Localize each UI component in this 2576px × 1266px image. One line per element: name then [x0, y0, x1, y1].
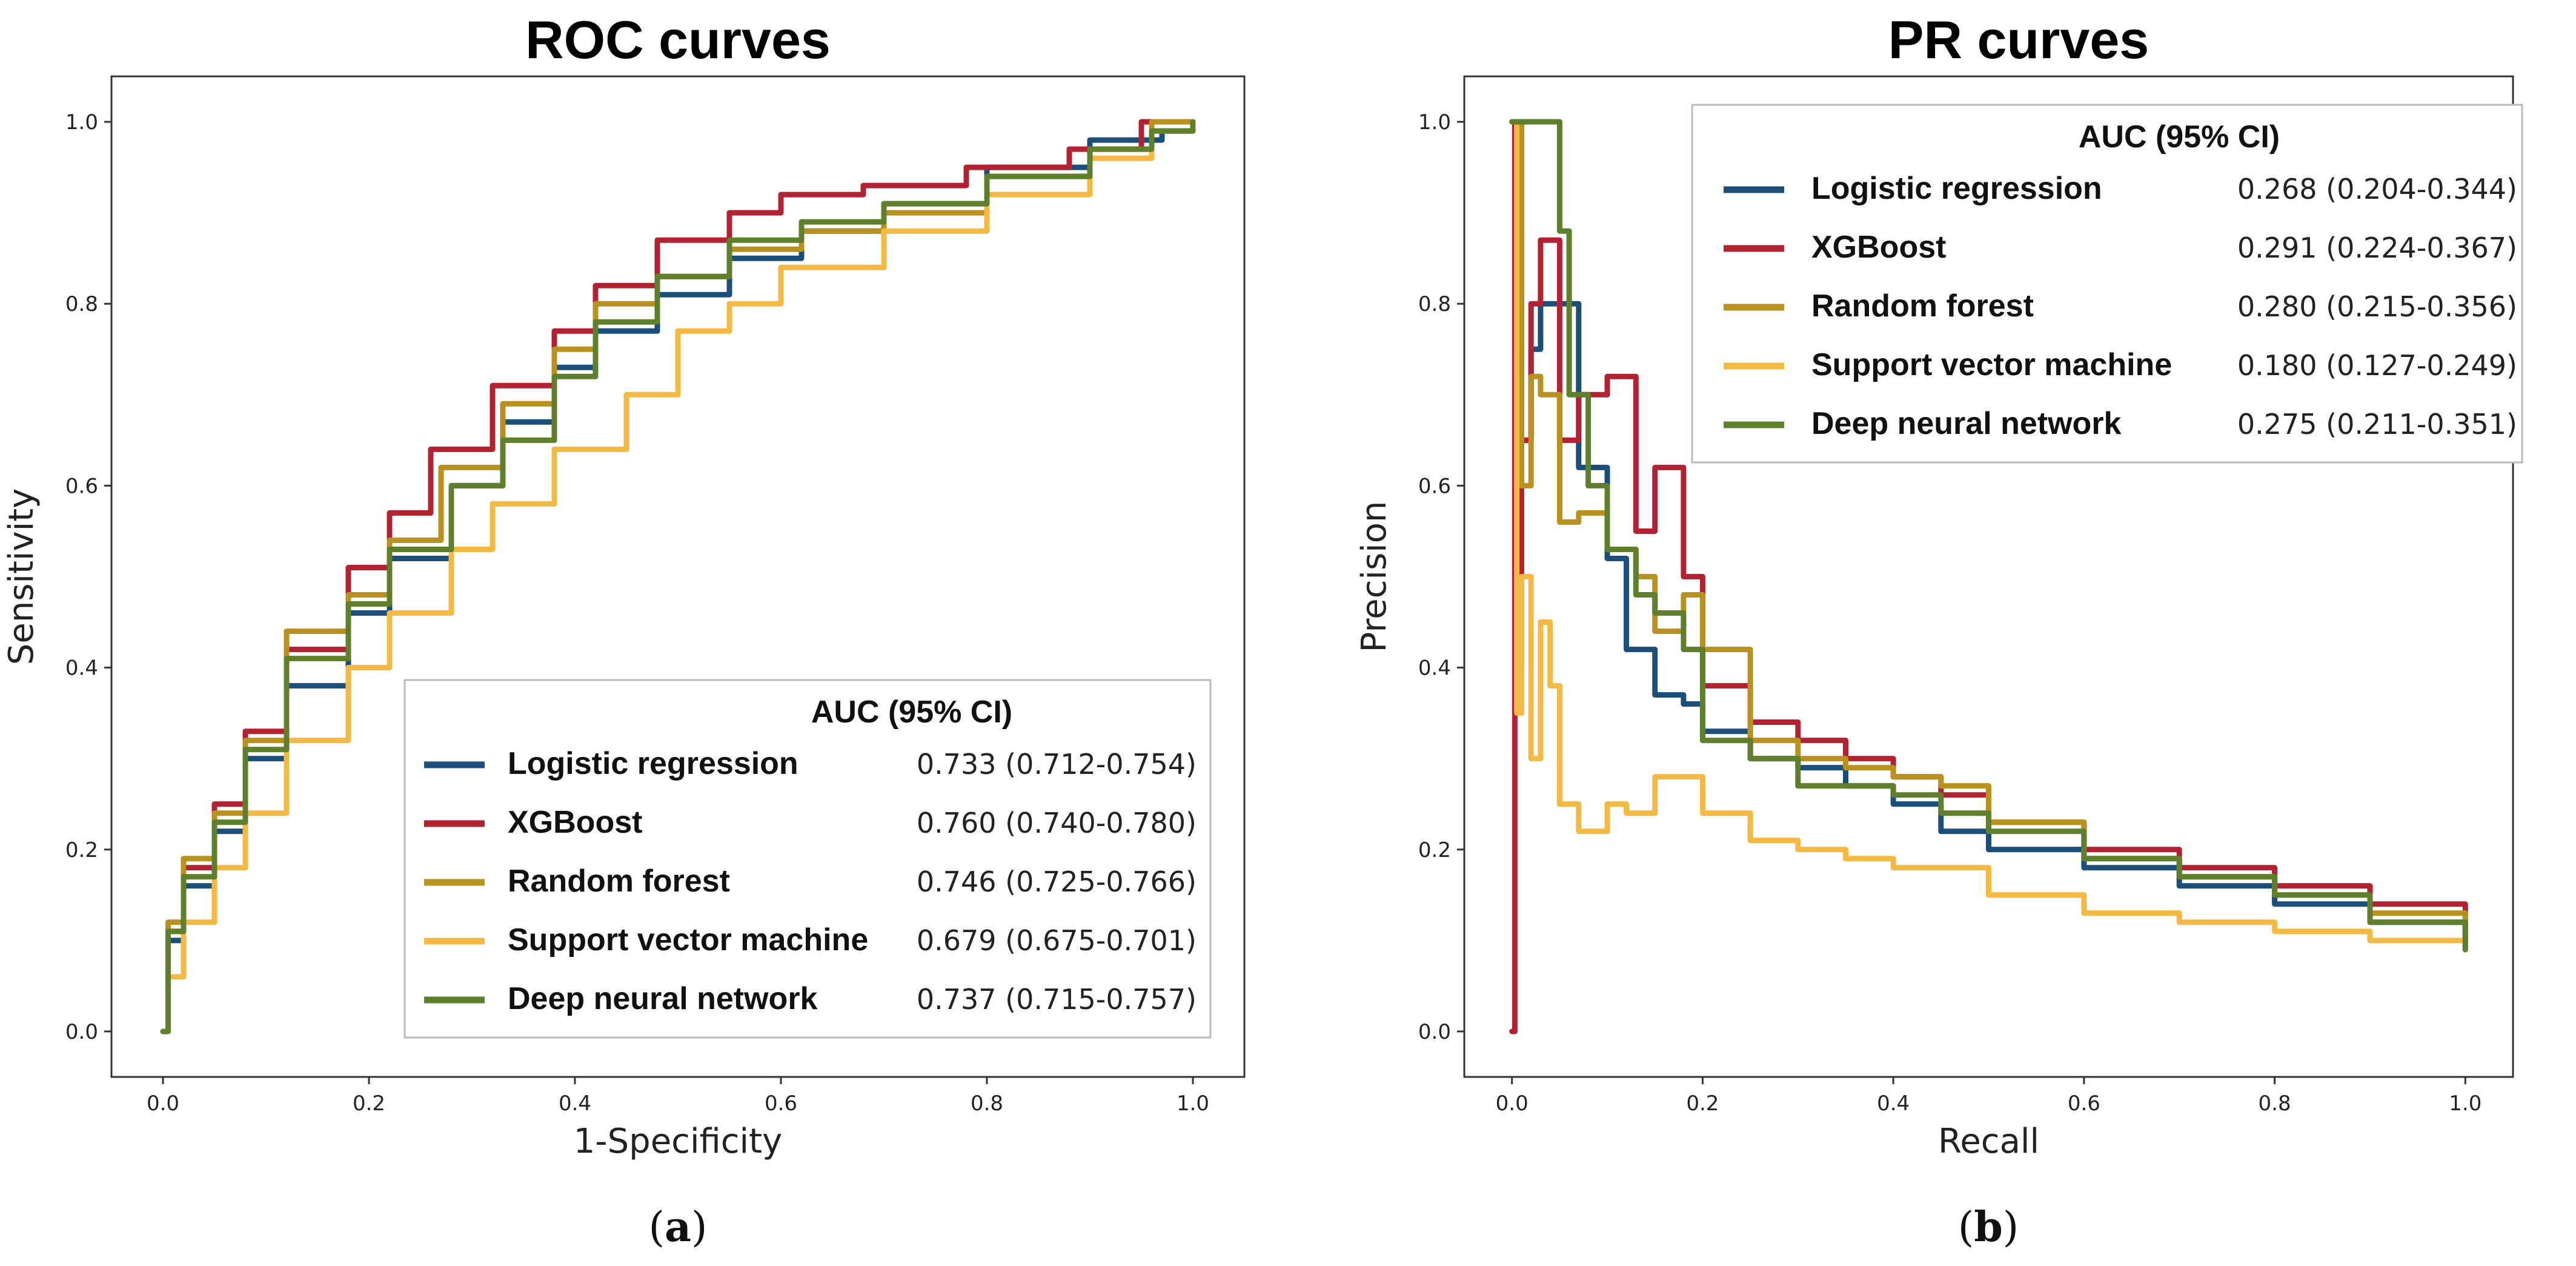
pr-ytick-label: 0.8	[1418, 292, 1451, 316]
roc-legend-auc-logistic-regression: 0.733 (0.712-0.754)	[917, 748, 1197, 781]
pr-xtick-label: 0.8	[2259, 1091, 2291, 1116]
pr-legend-auc-xgboost: 0.291 (0.224-0.367)	[2237, 232, 2517, 264]
roc-xtick-label: 1.0	[1177, 1091, 1209, 1116]
roc-ytick-label: 0.4	[65, 656, 98, 681]
pr-ytick-label: 1.0	[1418, 110, 1451, 135]
pr-legend-header: AUC (95% CI)	[2079, 119, 2280, 155]
pr-legend-name-deep-neural-network: Deep neural network	[1811, 406, 2122, 441]
roc-ylabel: Sensitivity	[2, 488, 41, 665]
roc-ytick-label: 1.0	[65, 110, 98, 135]
roc-legend-auc-random-forest: 0.746 (0.725-0.766)	[917, 865, 1197, 898]
roc-plot-frame	[110, 75, 1246, 1078]
pr-legend-auc-random-forest: 0.280 (0.215-0.356)	[2237, 290, 2517, 323]
roc-legend-auc-xgboost: 0.760 (0.740-0.780)	[917, 807, 1197, 839]
pr-legend-name-xgboost: XGBoost	[1811, 230, 1946, 265]
roc-ytick-label: 0.2	[65, 838, 98, 862]
roc-xtick-label: 0.4	[559, 1091, 591, 1116]
roc-legend-name-random-forest: Random forest	[508, 864, 730, 899]
roc-curve-xgboost	[160, 119, 1196, 1034]
pr-legend-name-support-vector-machine: Support vector machine	[1811, 347, 2172, 382]
pr-curve-deep-neural-network	[1509, 119, 2468, 953]
roc-legend-name-deep-neural-network: Deep neural network	[508, 981, 818, 1016]
pr-xtick-label: 0.4	[1877, 1091, 1910, 1116]
roc-ytick-label: 0.6	[65, 474, 98, 498]
pr-legend-box	[1691, 104, 2523, 464]
pr-ytick-label: 0.6	[1418, 474, 1451, 498]
pr-legend-auc-deep-neural-network: 0.275 (0.211-0.351)	[2237, 408, 2517, 441]
pr-ytick-label: 0.0	[1418, 1020, 1451, 1044]
pr-plot-frame	[1463, 75, 2514, 1078]
pr-xlabel: Recall	[1938, 1122, 2039, 1161]
roc-legend-name-logistic-regression: Logistic regression	[508, 746, 798, 781]
pr-title: PR curves	[1888, 10, 2149, 70]
roc-chart: ROC curves 0.0 0.2 0.4 0.6 0.8 1.0 0.0 0.2 0.4 0.6…	[2, 10, 1246, 1251]
roc-xlabel: 1-Specificity	[574, 1122, 782, 1161]
roc-legend-auc-support-vector-machine: 0.679 (0.675-0.701)	[917, 924, 1197, 957]
roc-legend-name-support-vector-machine: Support vector machine	[508, 922, 868, 958]
pr-legend: AUC (95% CI) Logistic regression 0.268 (0.…	[1691, 104, 2523, 464]
roc-xtick-label: 0.2	[353, 1091, 385, 1116]
roc-curve-deep-neural-network	[160, 119, 1196, 1034]
roc-ytick-label: 0.0	[65, 1020, 98, 1044]
roc-legend-box	[403, 679, 1212, 1039]
pr-legend-name-random-forest: Random forest	[1811, 288, 2034, 324]
pr-legend-auc-support-vector-machine: 0.180 (0.127-0.249)	[2237, 349, 2517, 382]
pr-ytick-label: 0.4	[1418, 656, 1451, 681]
pr-xtick-label: 0.2	[1686, 1091, 1719, 1116]
pr-xtick-label: 0.0	[1496, 1091, 1529, 1116]
pr-legend-auc-logistic-regression: 0.268 (0.204-0.344)	[2237, 173, 2517, 205]
roc-curve-random-forest	[160, 119, 1196, 1034]
pr-xtick-label: 0.6	[2068, 1091, 2100, 1116]
pr-legend-name-logistic-regression: Logistic regression	[1811, 171, 2102, 206]
roc-legend-header: AUC (95% CI)	[811, 695, 1012, 730]
roc-panel-label: (a)	[648, 1203, 707, 1251]
roc-xtick-label: 0.6	[765, 1091, 797, 1116]
pr-panel-label: (b)	[1958, 1203, 2019, 1251]
roc-ytick-label: 0.8	[65, 292, 98, 316]
pr-xtick-label: 1.0	[2449, 1091, 2481, 1116]
pr-curve-xgboost	[1509, 119, 2468, 1034]
pr-curve-support-vector-machine	[1509, 119, 2468, 953]
roc-curve-support-vector-machine	[160, 119, 1196, 1034]
pr-ytick-label: 0.2	[1418, 838, 1451, 862]
roc-xtick-label: 0.8	[971, 1091, 1003, 1116]
roc-xtick-label: 0.0	[147, 1091, 179, 1116]
pr-chart: PR curves 0.0 0.2 0.4 0.6 0.8 1.0 0.0 0.2 0.4 0.6 0…	[1355, 10, 2523, 1251]
pr-ylabel: Precision	[1355, 501, 1394, 653]
roc-legend: AUC (95% CI) Logistic regression 0.733 (0.…	[403, 679, 1212, 1039]
roc-legend-auc-deep-neural-network: 0.737 (0.715-0.757)	[917, 983, 1197, 1016]
roc-legend-name-xgboost: XGBoost	[508, 805, 642, 840]
roc-title: ROC curves	[525, 10, 831, 70]
